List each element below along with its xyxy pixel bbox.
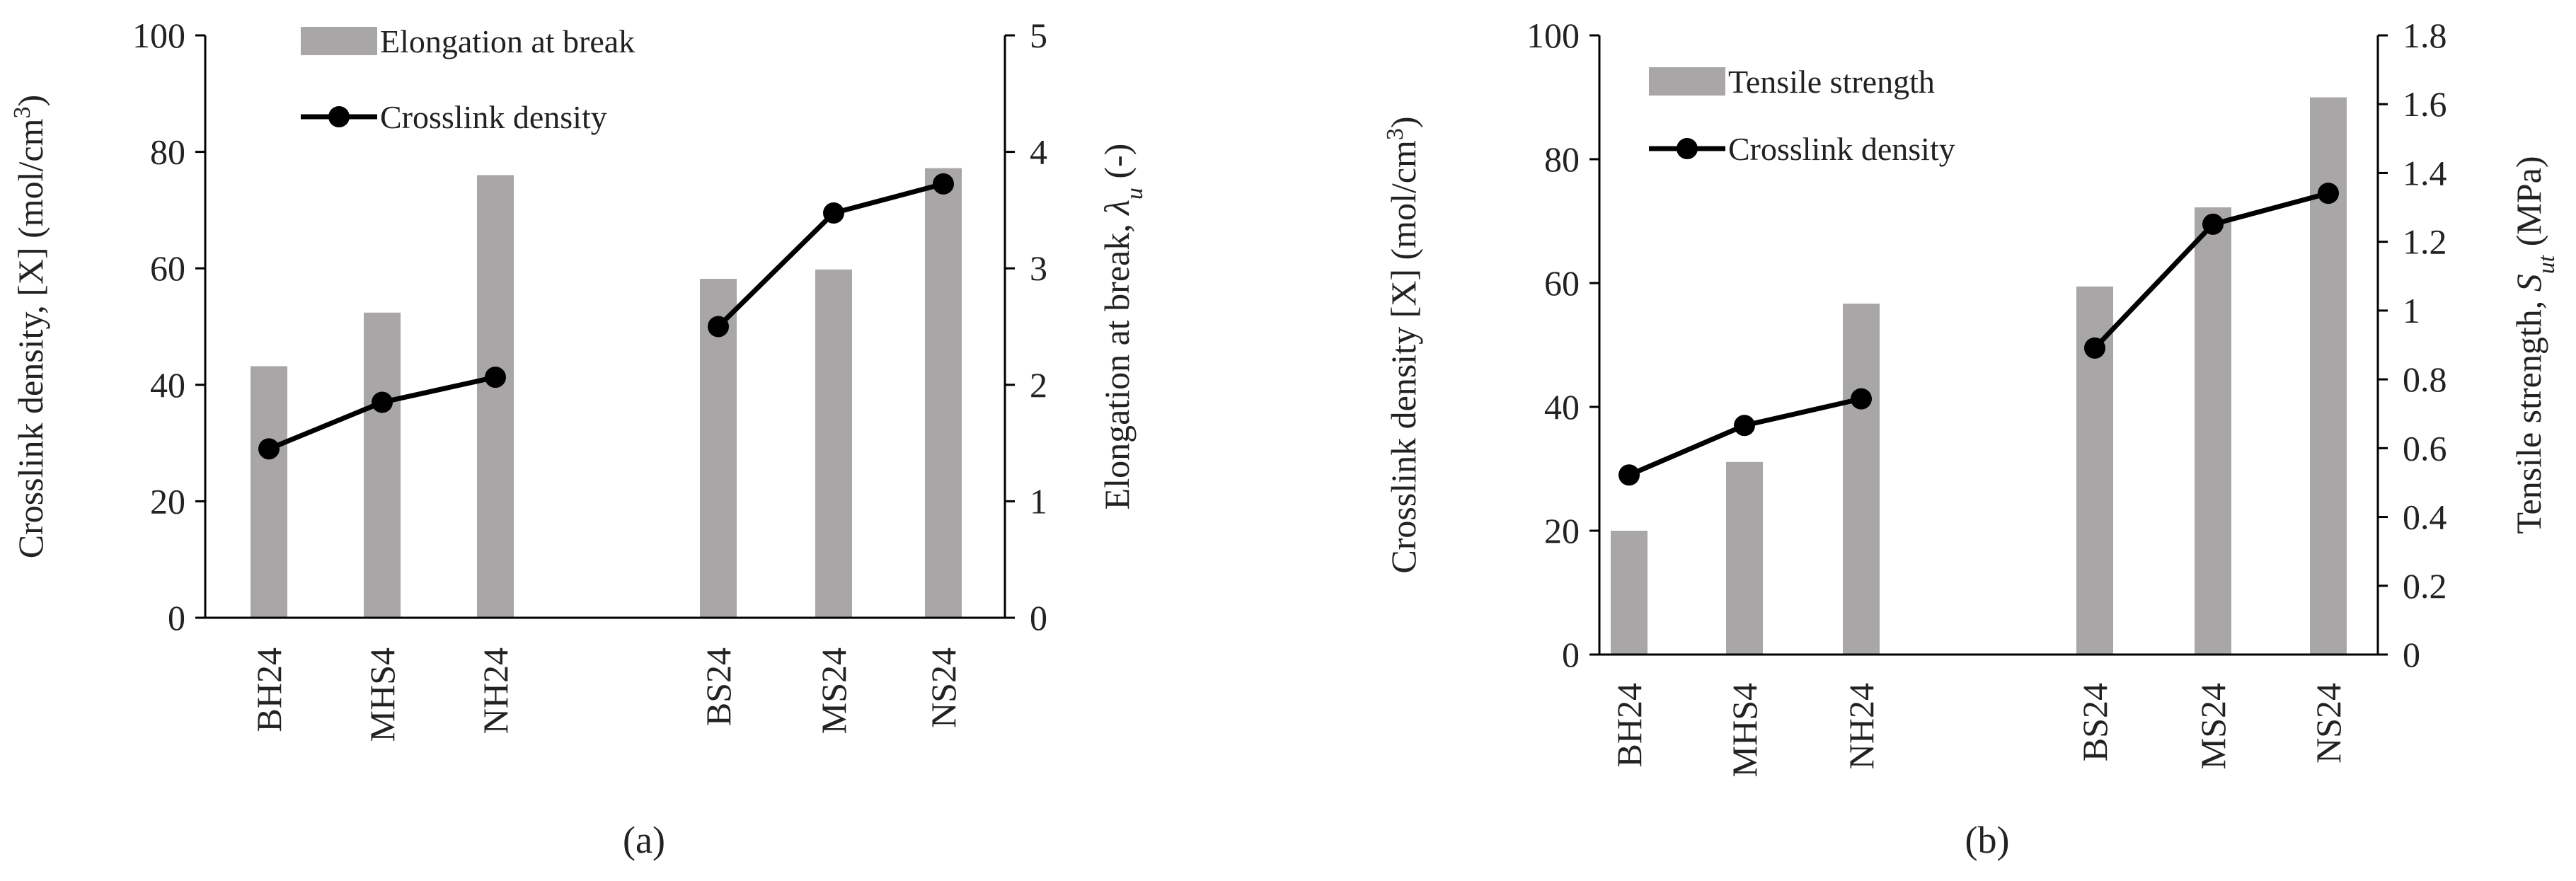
crosslink-point-ns24 xyxy=(2318,183,2339,205)
crosslink-point-bh24 xyxy=(1618,464,1640,486)
crosslink-point-nh24 xyxy=(485,367,506,388)
bar-bh24 xyxy=(1611,531,1648,655)
right-tick-label: 0 xyxy=(2403,635,2420,674)
bar-nh24 xyxy=(1843,304,1880,655)
crosslink-point-ms24 xyxy=(823,202,844,224)
panel-label: (b) xyxy=(1965,819,2010,861)
panel-a-chart: 0 20 40 60 80 100 0 1 2 3 4 5 BH24 MHS4 NH24 BS24 MS24 NS… xyxy=(9,16,1148,861)
left-tick-label: 40 xyxy=(150,365,185,405)
category-label-mhs4: MHS4 xyxy=(362,647,402,742)
right-tick-label: 5 xyxy=(1030,16,1047,55)
crosslink-point-nh24 xyxy=(1851,388,1872,410)
right-tick-label: 0.4 xyxy=(2403,497,2447,537)
left-tick-label: 60 xyxy=(1544,263,1580,303)
category-label-bh24: BH24 xyxy=(249,647,289,732)
left-tick-label: 100 xyxy=(132,16,185,55)
bar-ns24 xyxy=(2310,97,2347,655)
left-tick-label: 20 xyxy=(150,481,185,521)
crosslink-point-mhs4 xyxy=(372,391,393,413)
legend-bar-label: Tensile strength xyxy=(1728,64,1935,100)
right-tick-label: 1 xyxy=(1030,481,1047,521)
legend-line-label: Crosslink density xyxy=(1728,131,1955,167)
crosslink-point-mhs4 xyxy=(1734,415,1755,437)
right-tick-label: 1.8 xyxy=(2403,16,2447,55)
bar-mhs4 xyxy=(364,312,401,618)
crosslink-point-bh24 xyxy=(258,438,280,460)
category-label-nh24: NH24 xyxy=(1841,683,1881,769)
category-label-bs24: BS24 xyxy=(698,647,738,726)
category-label-bh24: BH24 xyxy=(1609,683,1649,767)
right-tick-label: 2 xyxy=(1030,365,1047,405)
legend-bar-label: Elongation at break xyxy=(380,23,635,59)
crosslink-point-bs24 xyxy=(2084,337,2105,359)
left-axis-title: Crosslink density, [X] (mol/cm3) xyxy=(9,95,51,558)
bar-ms24 xyxy=(815,269,852,618)
category-label-bs24: BS24 xyxy=(2075,683,2115,761)
category-label-ns24: NS24 xyxy=(2308,683,2348,764)
right-tick-label: 4 xyxy=(1030,132,1047,172)
right-tick-label: 1 xyxy=(2403,291,2420,330)
legend-line-label: Crosslink density xyxy=(380,99,607,135)
legend-bar-swatch xyxy=(301,27,377,55)
right-tick-label: 0.2 xyxy=(2403,566,2447,606)
category-label-ns24: NS24 xyxy=(924,647,963,728)
bar-bh24 xyxy=(251,366,287,618)
category-label-ms24: MS24 xyxy=(814,647,853,734)
left-tick-label: 100 xyxy=(1526,16,1580,55)
legend-line-marker xyxy=(328,106,350,127)
left-tick-label: 0 xyxy=(1562,635,1580,674)
bar-ms24 xyxy=(2195,207,2231,655)
bar-mhs4 xyxy=(1726,461,1763,655)
bar-ns24 xyxy=(925,168,962,618)
crosslink-point-ms24 xyxy=(2202,213,2224,235)
legend-line-marker xyxy=(1677,138,1698,159)
right-tick-label: 3 xyxy=(1030,248,1047,288)
legend-bar-swatch xyxy=(1649,67,1725,96)
left-tick-label: 60 xyxy=(150,248,185,288)
left-tick-label: 40 xyxy=(1544,387,1580,427)
left-tick-label: 20 xyxy=(1544,511,1580,551)
left-axis-title: Crosslink density [X] (mol/cm3) xyxy=(1382,116,1424,573)
left-tick-label: 0 xyxy=(168,598,185,638)
right-tick-label: 1.4 xyxy=(2403,153,2447,192)
right-axis-title: Tensile strength, Sut (MPa) xyxy=(2509,156,2560,534)
crosslink-point-ns24 xyxy=(933,173,954,195)
left-tick-label: 80 xyxy=(150,132,185,172)
left-tick-label: 80 xyxy=(1544,139,1580,179)
right-tick-label: 1.2 xyxy=(2403,222,2447,262)
right-tick-label: 0.6 xyxy=(2403,428,2447,468)
right-axis-title: Elongation at break, λu (-) xyxy=(1097,144,1148,510)
category-label-nh24: NH24 xyxy=(476,647,515,734)
category-label-ms24: MS24 xyxy=(2193,683,2233,769)
panel-label: (a) xyxy=(623,819,665,861)
panel-b-chart: 0 20 40 60 80 100 0 0.2 0.4 0.6 0.8 1 1.2 1.4 1.6 1.8 BH… xyxy=(1382,16,2560,861)
category-label-mhs4: MHS4 xyxy=(1725,683,1764,777)
right-tick-label: 1.6 xyxy=(2403,84,2447,124)
right-tick-label: 0 xyxy=(1030,598,1047,638)
bar-nh24 xyxy=(477,175,514,618)
crosslink-point-bs24 xyxy=(708,316,729,338)
right-tick-label: 0.8 xyxy=(2403,359,2447,399)
